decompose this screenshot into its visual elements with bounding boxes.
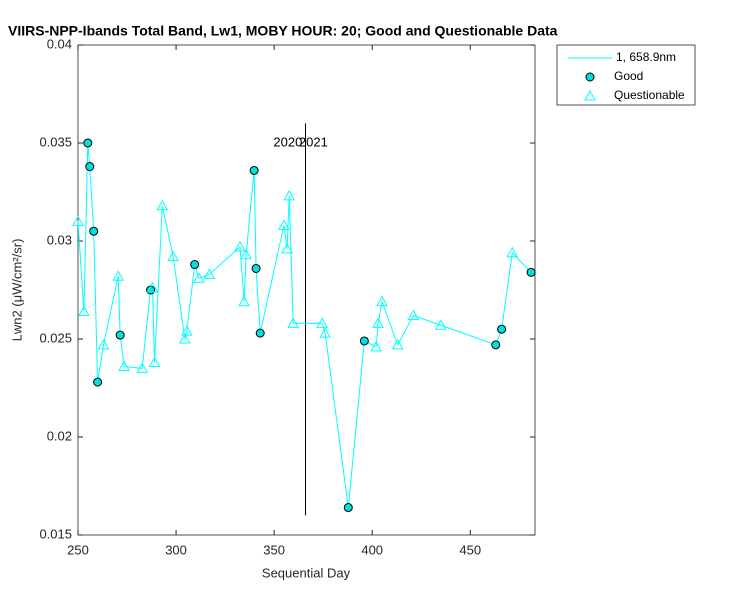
questionable-marker xyxy=(203,268,216,279)
legend-label: Questionable xyxy=(614,88,685,102)
questionable-marker xyxy=(376,295,388,307)
good-marker xyxy=(497,324,507,334)
questionable-marker xyxy=(506,246,519,258)
legend-swatch xyxy=(585,72,595,82)
good-marker xyxy=(251,263,261,273)
questionable-marker xyxy=(238,295,250,307)
questionable-marker xyxy=(72,215,84,226)
questionable-marker xyxy=(407,309,420,320)
questionable-marker xyxy=(283,189,296,201)
good-marker xyxy=(491,340,501,350)
questionable-marker xyxy=(234,240,246,252)
questionable-marker xyxy=(78,305,90,317)
good-marker xyxy=(526,267,536,277)
questionable-marker xyxy=(136,362,148,373)
legend-label: Good xyxy=(614,69,643,83)
questionable-marker xyxy=(167,250,179,262)
x-tick-label: 450 xyxy=(459,542,481,557)
good-marker xyxy=(255,328,265,338)
y-tick-label: 0.035 xyxy=(39,134,72,149)
good-marker xyxy=(190,260,200,270)
good-marker xyxy=(359,336,369,346)
questionable-marker xyxy=(287,317,300,328)
y-tick-label: 0.04 xyxy=(47,36,72,51)
questionable-marker xyxy=(97,338,110,350)
y-tick-label: 0.015 xyxy=(39,526,72,541)
x-tick-label: 350 xyxy=(263,542,285,557)
data-line xyxy=(77,142,532,508)
good-marker xyxy=(85,162,95,172)
questionable-marker xyxy=(319,327,331,338)
questionable-marker xyxy=(370,340,382,352)
x-tick-label: 400 xyxy=(361,542,383,557)
questionable-marker xyxy=(148,356,161,368)
x-tick-label: 250 xyxy=(67,542,89,557)
questionable-marker xyxy=(118,360,130,371)
annotation: 2021 xyxy=(299,134,328,149)
chart-title: VIIRS-NPP-Ibands Total Band, Lw1, MOBY H… xyxy=(8,23,558,39)
questionable-marker xyxy=(181,325,193,336)
good-marker xyxy=(343,503,353,513)
good-marker xyxy=(249,165,259,175)
good-marker xyxy=(115,330,125,340)
good-marker xyxy=(93,377,103,387)
x-tick-label: 300 xyxy=(165,542,187,557)
questionable-marker xyxy=(435,319,447,330)
legend-label: 1, 658.9nm xyxy=(616,50,676,64)
questionable-marker xyxy=(146,282,159,293)
y-tick-label: 0.03 xyxy=(47,232,72,247)
questionable-marker xyxy=(391,338,404,350)
y-axis-label: Lwn2 (μW/cm²/sr) xyxy=(9,239,24,342)
questionable-marker xyxy=(156,199,169,211)
good-marker xyxy=(89,226,99,236)
questionable-marker xyxy=(179,332,191,344)
questionable-marker xyxy=(316,317,329,328)
x-axis-label: Sequential Day xyxy=(262,565,351,580)
y-tick-label: 0.025 xyxy=(39,330,72,345)
y-tick-label: 0.02 xyxy=(47,428,72,443)
good-marker xyxy=(83,138,93,148)
legend-box xyxy=(556,44,696,106)
legend-swatch xyxy=(584,89,596,101)
questionable-marker xyxy=(240,248,252,260)
questionable-marker xyxy=(278,219,290,230)
questionable-marker xyxy=(112,270,125,281)
questionable-marker xyxy=(372,317,384,328)
annotation: 2020 xyxy=(273,134,302,149)
questionable-marker xyxy=(193,272,205,283)
questionable-marker xyxy=(281,242,293,254)
